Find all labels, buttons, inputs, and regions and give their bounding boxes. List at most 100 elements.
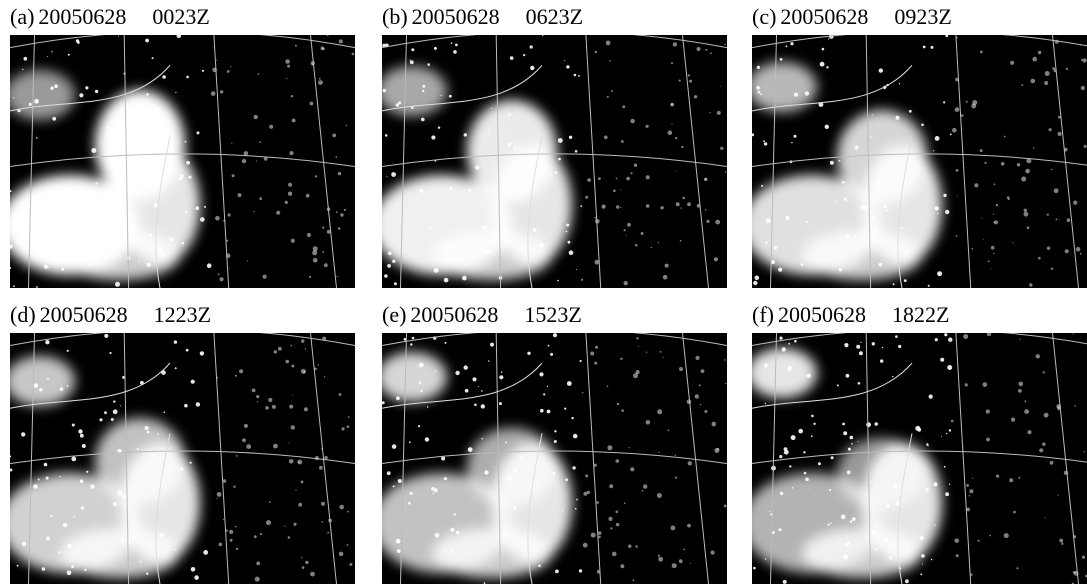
cloud-speck (984, 161, 987, 164)
longitude-line (585, 35, 602, 288)
cloud-speck (977, 539, 980, 542)
cloud-speck (892, 283, 895, 286)
cloud-speck (819, 61, 825, 67)
cloud-speck (830, 456, 834, 460)
cloud (802, 230, 922, 280)
cloud-speck (582, 391, 584, 394)
cloud-speck (268, 397, 273, 403)
cloud-speck (817, 462, 821, 466)
cloud-speck (945, 432, 948, 435)
cloud-speck (571, 416, 574, 420)
cloud-speck (41, 567, 46, 571)
cloud-speck (615, 522, 620, 527)
cloud-speck (151, 453, 155, 457)
cloud-speck (85, 86, 89, 90)
cloud-speck (139, 560, 142, 563)
longitude-line (495, 35, 502, 288)
cloud-speck (336, 276, 338, 278)
cloud-speck (877, 498, 880, 501)
cloud-speck (892, 483, 898, 489)
cloud-speck (667, 130, 673, 136)
cloud-speck (710, 550, 715, 555)
cloud-speck (813, 495, 815, 497)
cloud-speck (616, 402, 620, 406)
cloud-speck (955, 169, 959, 172)
cloud-speck (789, 465, 792, 468)
cloud-speck (987, 260, 990, 263)
cloud-speck (781, 347, 786, 352)
cloud-speck (791, 487, 794, 489)
cloud-speck (190, 567, 196, 572)
cloud-speck (657, 554, 660, 557)
cloud-speck (782, 579, 787, 584)
satellite-image (752, 35, 1087, 288)
cloud-speck (437, 126, 441, 129)
cloud-speck (875, 229, 879, 233)
cloud-speck (798, 428, 803, 434)
cloud-speck (434, 370, 437, 372)
cloud-speck (144, 426, 149, 431)
cloud-speck (687, 461, 692, 466)
cloud-speck (783, 447, 788, 452)
cloud-speck (288, 442, 290, 444)
cloud-speck (903, 279, 907, 282)
cloud-speck (312, 258, 318, 263)
cloud-speck (854, 145, 859, 150)
longitude-line (400, 333, 407, 584)
cloud-speck (580, 205, 583, 208)
cloud-speck (895, 115, 900, 120)
cloud-speck (972, 100, 978, 105)
caption-date: 20050628 (411, 4, 500, 29)
cloud-speck (681, 145, 684, 149)
cloud-speck (235, 455, 238, 457)
cloud-speck (1000, 162, 1005, 166)
cloud-speck (675, 202, 680, 207)
cloud-speck (1083, 144, 1087, 148)
cloud-speck (621, 409, 624, 412)
cloud-speck (251, 388, 256, 393)
cloud-speck (288, 182, 293, 187)
cloud-speck (843, 554, 849, 560)
cloud-speck (947, 365, 953, 370)
cloud-speck (763, 142, 768, 146)
cloud-speck (338, 551, 344, 557)
cloud-speck (609, 484, 614, 489)
cloud-speck (606, 95, 609, 98)
cloud-speck (594, 361, 598, 365)
cloud-speck (326, 35, 329, 37)
cloud-speck (337, 227, 341, 230)
cloud-speck (66, 570, 72, 576)
cloud-speck (46, 56, 48, 57)
cloud-speck (546, 163, 548, 164)
cloud-speck (506, 475, 512, 481)
latitude-line (752, 333, 1087, 347)
cloud-speck (409, 59, 411, 61)
cloud-speck (505, 441, 507, 444)
cloud-speck (78, 216, 82, 219)
cloud-speck (1012, 242, 1014, 244)
cloud-speck (670, 525, 676, 531)
cloud-speck (543, 393, 546, 396)
cloud-speck (163, 411, 166, 414)
cloud-speck (872, 215, 876, 219)
cloud-speck (409, 491, 413, 495)
cloud-speck (190, 379, 195, 384)
cloud-speck (565, 478, 568, 482)
longitude-line (955, 35, 972, 288)
cloud-speck (1044, 81, 1049, 85)
cloud-speck (1037, 50, 1042, 55)
cloud-speck (871, 342, 875, 346)
cloud-speck (52, 116, 57, 121)
cloud-speck (902, 499, 905, 502)
cloud-speck (615, 177, 618, 180)
cloud-speck (78, 429, 83, 434)
cloud-speck (306, 233, 311, 237)
cloud-speck (448, 94, 452, 98)
cloud-speck (218, 542, 223, 547)
cloud-speck (597, 531, 602, 535)
cloud-speck (827, 523, 830, 526)
cloud-speck (33, 484, 38, 489)
latitude-line (10, 333, 355, 347)
cloud-speck (243, 151, 249, 156)
cloud-speck (578, 569, 583, 573)
